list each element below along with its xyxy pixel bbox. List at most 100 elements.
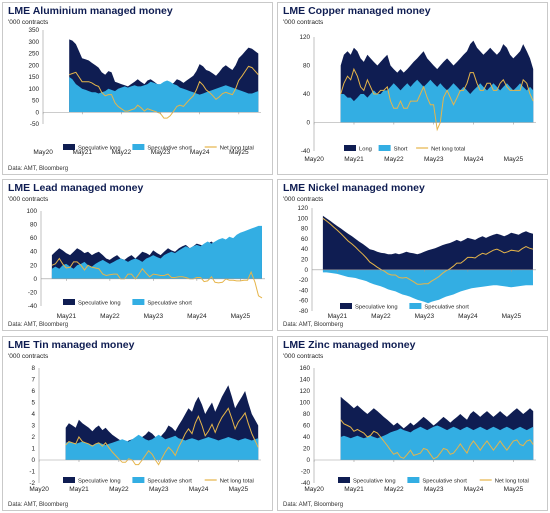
legend-swatch-short: [409, 303, 422, 309]
chart-title: LME Copper managed money: [283, 5, 431, 17]
plot-area: [65, 385, 259, 466]
y-tick-label: 80: [303, 63, 311, 70]
legend: Speculative long Speculative short Net lon…: [63, 477, 254, 485]
legend-label-long: Speculative long: [78, 479, 121, 485]
chart-plot: -40 0 40 80 120 May20 May21 May22 May23 May24 May2…: [299, 34, 536, 163]
legend: Speculative long Speculative short Net lon…: [63, 144, 254, 152]
legend-label-net: Net long total: [220, 146, 254, 152]
x-tick-label: May21: [328, 313, 348, 320]
y-tick-label: 40: [30, 249, 38, 256]
series-net-line: [340, 67, 534, 132]
x-tick-label: May22: [384, 156, 404, 163]
legend-swatch-short: [132, 299, 145, 305]
x-tick-label: May20: [304, 486, 324, 493]
y-tick-label: -80: [299, 308, 309, 315]
y-tick-label: -1: [29, 469, 35, 476]
x-tick-label: May20: [304, 156, 324, 163]
plot-area: [69, 39, 259, 119]
chart-unit-label: '000 contracts: [283, 353, 324, 360]
legend-swatch-long: [63, 299, 75, 305]
chart-title: LME Nickel managed money: [283, 182, 425, 194]
y-tick-label: 120: [299, 388, 310, 395]
y-tick-label: 3: [31, 423, 35, 430]
legend: Speculative long Speculative short: [340, 303, 469, 311]
x-tick-label: May25: [229, 486, 249, 493]
y-tick-label: 350: [28, 27, 39, 34]
y-tick-label: 0: [33, 276, 37, 283]
chart-panel-zinc: LME Zinc managed money '000 contracts -4…: [277, 336, 548, 511]
x-tick-label: May23: [415, 313, 435, 320]
y-tick-label: -20: [28, 289, 38, 296]
y-tick-label: 100: [26, 208, 37, 215]
y-tick-label: 0: [304, 267, 308, 274]
y-tick-label: 2: [31, 434, 35, 441]
y-tick-label: 160: [299, 365, 310, 372]
chart-unit-label: '000 contracts: [8, 19, 49, 26]
chart-plot: -2 -1 0 1 2 3 4 5 6 7 8 May20 May21 May22 May23 May24 Ma…: [29, 365, 261, 493]
y-tick-label: 60: [30, 235, 38, 242]
y-tick-label: -20: [299, 277, 309, 284]
y-tick-label: 60: [303, 423, 311, 430]
legend-swatch-short: [132, 477, 145, 483]
chart-source-note: Data: AMT, Bloomberg: [8, 502, 69, 508]
legend-swatch-long: [344, 145, 356, 151]
legend-swatch-long: [340, 303, 352, 309]
chart-unit-label: '000 contracts: [283, 19, 324, 26]
y-tick-label: 40: [301, 246, 309, 253]
legend-label-short: Speculative short: [147, 301, 192, 307]
legend-swatch-long: [63, 477, 75, 483]
series-short-area: [340, 425, 534, 460]
x-tick-label: May23: [149, 486, 169, 493]
x-tick-label: May24: [464, 156, 484, 163]
y-tick-label: 0: [306, 120, 310, 127]
series-short-area: [69, 77, 259, 113]
legend-label-long: Speculative long: [353, 479, 396, 485]
y-tick-label: 120: [299, 34, 310, 41]
y-tick-label: 4: [31, 411, 35, 418]
legend-label-short: Speculative short: [422, 479, 467, 485]
y-tick-label: -50: [30, 121, 40, 128]
chart-title: LME Tin managed money: [8, 339, 135, 351]
legend-swatch-short: [378, 145, 391, 151]
legend-swatch-long: [63, 144, 75, 150]
y-tick-label: 80: [301, 226, 309, 233]
x-tick-label: May22: [109, 486, 129, 493]
y-tick-label: -60: [299, 298, 309, 305]
chart-plot: -80 -60 -40 -20 0 20 40 60 80 100 120 May21 May22 May…: [297, 205, 536, 320]
y-tick-label: 100: [28, 86, 39, 93]
legend-label-short: Short: [394, 147, 408, 153]
x-tick-label: May25: [504, 156, 524, 163]
y-tick-label: 140: [299, 377, 310, 384]
legend-swatch-long: [338, 477, 350, 483]
y-tick-label: 0: [35, 109, 39, 116]
x-tick-label: May20: [29, 486, 49, 493]
x-tick-label: May25: [231, 313, 251, 320]
chart-panel-nickel: LME Nickel managed money '000 contracts …: [277, 179, 548, 331]
y-tick-label: 80: [303, 411, 311, 418]
y-tick-label: 0: [31, 457, 35, 464]
chart-plot: -40 -20 0 20 40 60 80 100 120 140 160 May20 May21 May…: [299, 365, 536, 493]
x-tick-label: May20: [33, 149, 53, 156]
y-tick-label: 20: [303, 446, 311, 453]
x-tick-label: May25: [229, 149, 249, 156]
x-tick-label: May21: [344, 486, 364, 493]
y-tick-label: -40: [301, 480, 311, 487]
x-tick-label: May21: [69, 486, 89, 493]
x-tick-label: May21: [73, 149, 93, 156]
y-tick-label: 150: [28, 74, 39, 81]
legend-label-short: Speculative short: [147, 146, 192, 152]
series-net-line: [322, 217, 534, 285]
x-tick-label: May21: [57, 313, 77, 320]
x-tick-label: May24: [464, 486, 484, 493]
x-tick-label: May23: [144, 313, 164, 320]
legend-swatch-short: [407, 477, 420, 483]
plot-area: [340, 40, 534, 132]
x-tick-label: May22: [384, 486, 404, 493]
y-tick-label: 200: [28, 62, 39, 69]
y-tick-label: 20: [301, 257, 309, 264]
chart-source-note: Data: AMT, Bloomberg: [283, 502, 344, 508]
y-tick-label: 100: [299, 400, 310, 407]
y-tick-label: 0: [306, 457, 310, 464]
chart-panel-aluminium: LME Aluminium managed money '000 contrac…: [2, 2, 273, 175]
y-tick-label: 100: [297, 215, 308, 222]
